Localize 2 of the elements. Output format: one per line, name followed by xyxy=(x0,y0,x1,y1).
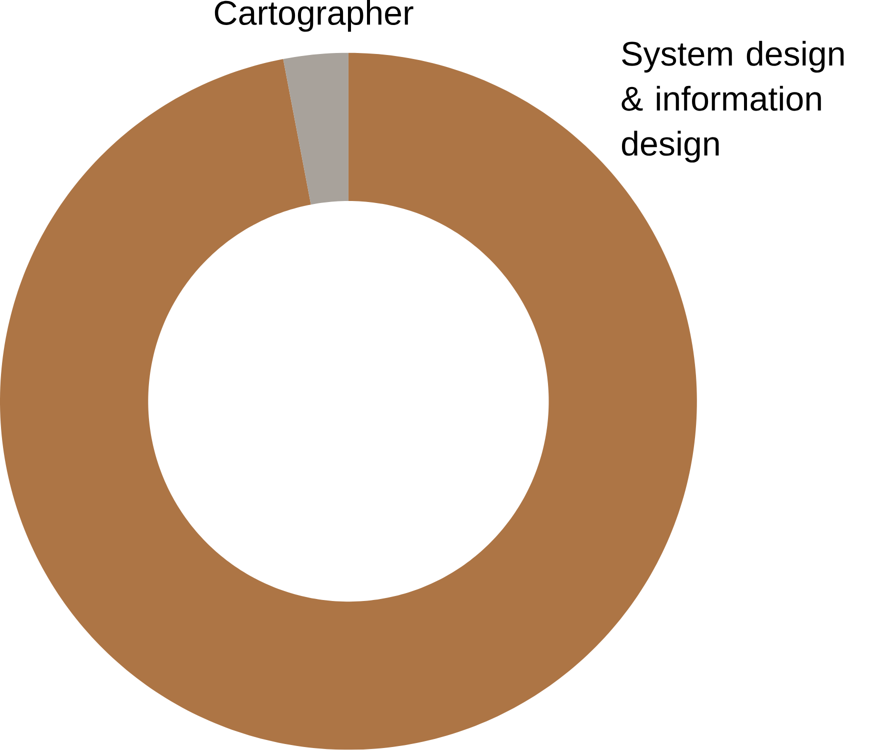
slice-label: System design & information design xyxy=(622,40,844,163)
slice-label: Cartographer xyxy=(214,0,414,32)
